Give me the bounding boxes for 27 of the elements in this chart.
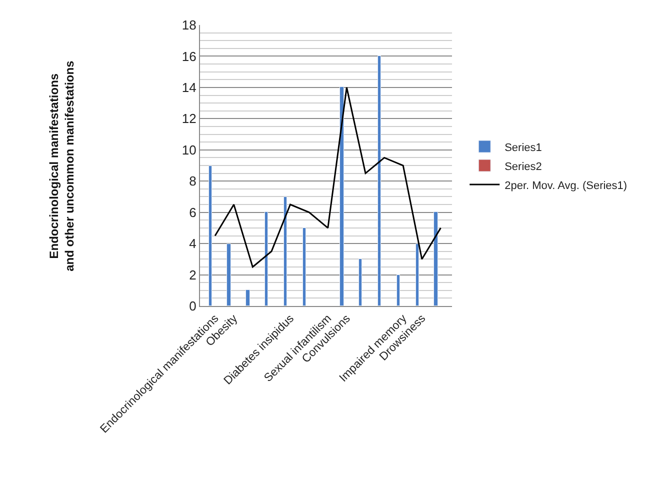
y-tick-label: 0 — [189, 298, 196, 314]
y-tick-label: 8 — [189, 174, 196, 189]
y-tick-label: 4 — [189, 236, 196, 252]
y-tick-label: 16 — [182, 48, 196, 64]
y-axis-title: Endocrinological manifestations and other uncommon manifestations — [46, 60, 76, 272]
y-tick-label: 18 — [182, 18, 196, 33]
line-series — [214, 86, 442, 268]
y-tick-label: 12 — [182, 111, 196, 126]
bar — [434, 212, 438, 306]
bar — [264, 212, 268, 306]
legend-label: 2per. Mov. Avg. (Series1) — [504, 180, 628, 192]
bar — [208, 166, 212, 306]
bar — [340, 86, 344, 306]
bar — [246, 290, 250, 306]
bar — [378, 56, 381, 306]
bar — [416, 244, 419, 306]
y-tick-label: 2 — [189, 267, 196, 282]
y-tick-label: 6 — [189, 204, 196, 220]
bar — [302, 228, 306, 306]
y-tick-label: 10 — [182, 142, 196, 158]
bar — [226, 244, 231, 306]
legend-label: Series1 — [504, 142, 542, 154]
y-tick-label: 14 — [182, 80, 196, 95]
bar — [358, 258, 362, 306]
bar — [284, 196, 287, 306]
bar — [396, 274, 400, 306]
legend-label: Series2 — [504, 160, 542, 173]
